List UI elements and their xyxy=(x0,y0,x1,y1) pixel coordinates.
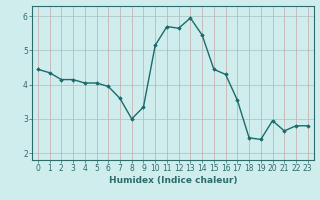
X-axis label: Humidex (Indice chaleur): Humidex (Indice chaleur) xyxy=(108,176,237,185)
